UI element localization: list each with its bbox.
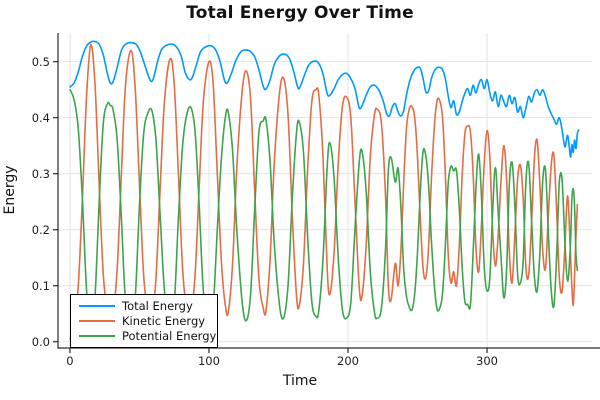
y-tick-label: 0.0 bbox=[31, 334, 50, 349]
y-tick-label: 0.5 bbox=[31, 54, 50, 69]
legend-item-potential-energy: Potential Energy bbox=[79, 329, 216, 343]
y-tick-label: 0.2 bbox=[31, 222, 50, 237]
y-tick-label: 0.3 bbox=[31, 166, 50, 181]
potential-energy-line-swatch bbox=[79, 335, 115, 337]
x-tick-label: 200 bbox=[337, 354, 359, 368]
kinetic-energy-line-swatch bbox=[79, 320, 115, 322]
kinetic-energy-line bbox=[69, 44, 579, 340]
y-axis-label: Energy bbox=[2, 165, 18, 215]
legend-label: Kinetic Energy bbox=[122, 314, 206, 328]
x-tick-label: 300 bbox=[476, 354, 498, 368]
legend: Total Energy Kinetic Energy Potential En… bbox=[70, 294, 218, 348]
total-energy-line bbox=[69, 40, 580, 158]
y-tick-label: 0.4 bbox=[31, 110, 50, 125]
legend-item-total-energy: Total Energy bbox=[79, 299, 211, 313]
legend-label: Total Energy bbox=[122, 299, 193, 313]
chart-title: Total Energy Over Time bbox=[186, 3, 414, 23]
legend-label: Potential Energy bbox=[122, 329, 217, 343]
y-tick-label: 0.1 bbox=[31, 278, 50, 293]
x-tick-label: 0 bbox=[66, 354, 74, 368]
legend-item-kinetic-energy: Kinetic Energy bbox=[79, 314, 211, 328]
total-energy-line-swatch bbox=[79, 305, 115, 307]
x-tick-label: 100 bbox=[197, 354, 220, 368]
x-axis-label: Time bbox=[282, 373, 318, 389]
